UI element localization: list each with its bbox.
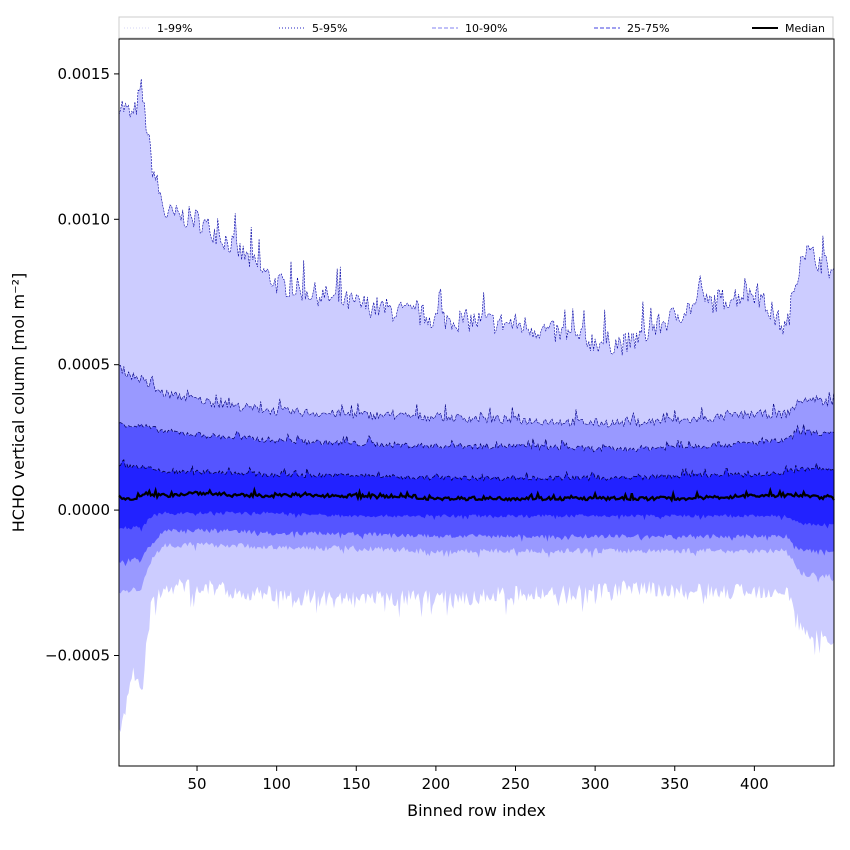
line-p75 [118, 459, 835, 482]
line-p99 [118, 78, 835, 356]
y-axis-label: HCHO vertical column [mol m⁻²] [9, 273, 28, 532]
percentile-edge-lines [118, 78, 835, 503]
x-tick-label: 400 [740, 775, 769, 793]
x-tick-label: 300 [581, 775, 610, 793]
y-tick-label: 0.0015 [58, 65, 111, 83]
x-tick-label: 350 [660, 775, 689, 793]
y-tick-label: 0.0005 [58, 356, 111, 374]
legend-label: 1-99% [157, 22, 192, 35]
legend-frame [118, 16, 834, 39]
x-tick-label: 100 [262, 775, 291, 793]
y-axis-ticks: −0.0005 0.0000 0.0005 0.0010 0.0015 [45, 65, 119, 664]
x-tick-label: 150 [342, 775, 371, 793]
x-axis-ticks: 50 100 150 200 250 300 350 400 [187, 766, 769, 793]
x-tick-label: 50 [187, 775, 206, 793]
line-p90 [118, 422, 835, 453]
legend: 1-99% 5-95% 10-90% 25-75% Median [118, 16, 834, 39]
median-line [118, 486, 835, 503]
band-1-99% [119, 78, 834, 732]
x-axis-label: Binned row index [407, 801, 546, 820]
percentile-bands [119, 78, 834, 732]
plot-frame [118, 38, 835, 767]
legend-label: 25-75% [627, 22, 669, 35]
y-tick-label: 0.0000 [58, 501, 111, 519]
legend-label: 10-90% [465, 22, 507, 35]
y-tick-label: −0.0005 [45, 646, 110, 664]
y-tick-label: 0.0010 [58, 210, 111, 228]
legend-label: Median [785, 22, 825, 35]
line-p95 [118, 365, 835, 428]
x-tick-label: 200 [422, 775, 451, 793]
band-25-75% [119, 459, 834, 532]
legend-label: 5-95% [312, 22, 347, 35]
x-tick-label: 250 [501, 775, 530, 793]
